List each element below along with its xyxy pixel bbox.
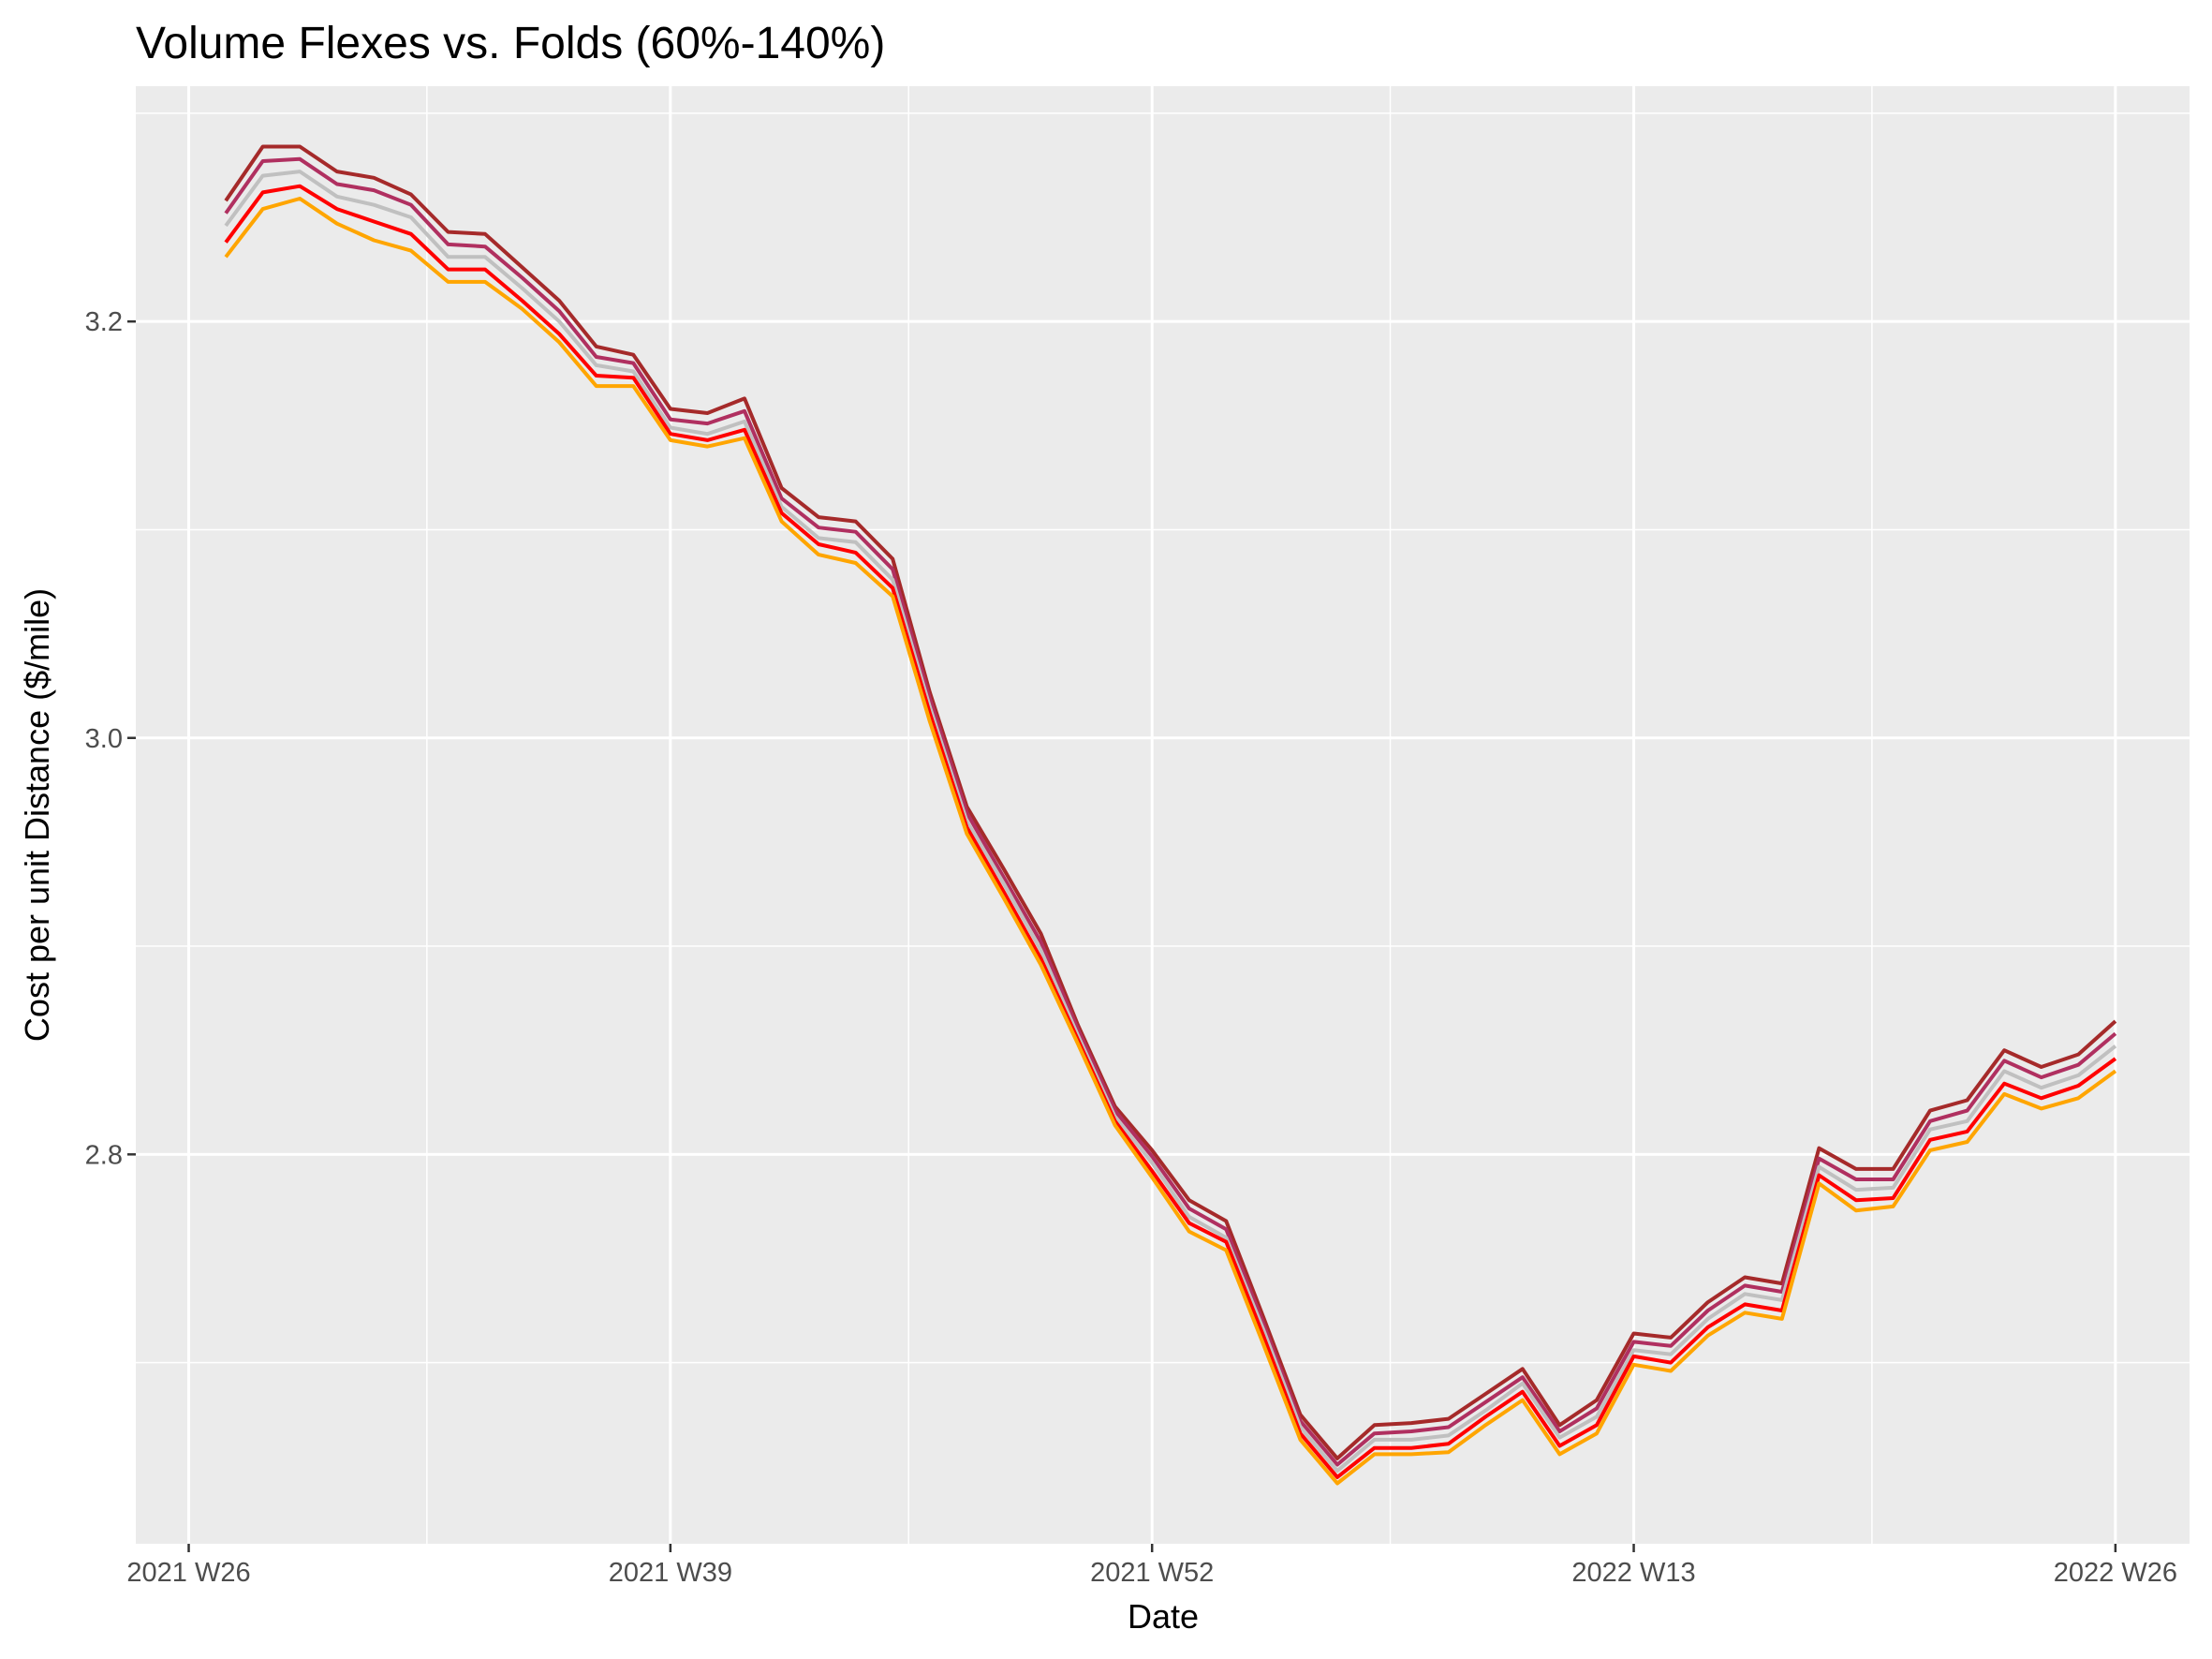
major-gridlines	[136, 86, 2190, 1544]
x-axis-title: Date	[1128, 1597, 1199, 1636]
x-tick-label: 2021 W52	[1090, 1558, 1214, 1588]
series-line-3	[224, 170, 2117, 1474]
x-tick-label: 2021 W39	[609, 1558, 732, 1588]
y-tick-label: 3.0	[85, 724, 123, 754]
y-tick-label: 3.2	[85, 307, 123, 337]
y-tick-label: 2.8	[85, 1140, 123, 1170]
y-axis-title: Cost per unit Distance ($/mile)	[18, 588, 56, 1042]
x-axis: 2021 W26 2021 W39 2021 W52 2022 W13 2022 W26	[126, 1544, 2177, 1588]
x-tick-label: 2022 W13	[1571, 1558, 1695, 1588]
minor-gridlines	[136, 86, 2190, 1544]
series-line-2	[224, 156, 2117, 1467]
y-axis: 2.8 3.0 3.2	[85, 307, 136, 1170]
series-line-1	[224, 144, 2117, 1460]
x-tick-label: 2021 W26	[126, 1558, 250, 1588]
series-line-4	[224, 184, 2117, 1479]
series-lines	[224, 144, 2117, 1486]
series-line-5	[224, 197, 2117, 1486]
chart-title: Volume Flexes vs. Folds (60%-140%)	[136, 19, 885, 68]
x-tick-label: 2022 W26	[2054, 1558, 2177, 1588]
plot-panel	[136, 86, 2190, 1544]
